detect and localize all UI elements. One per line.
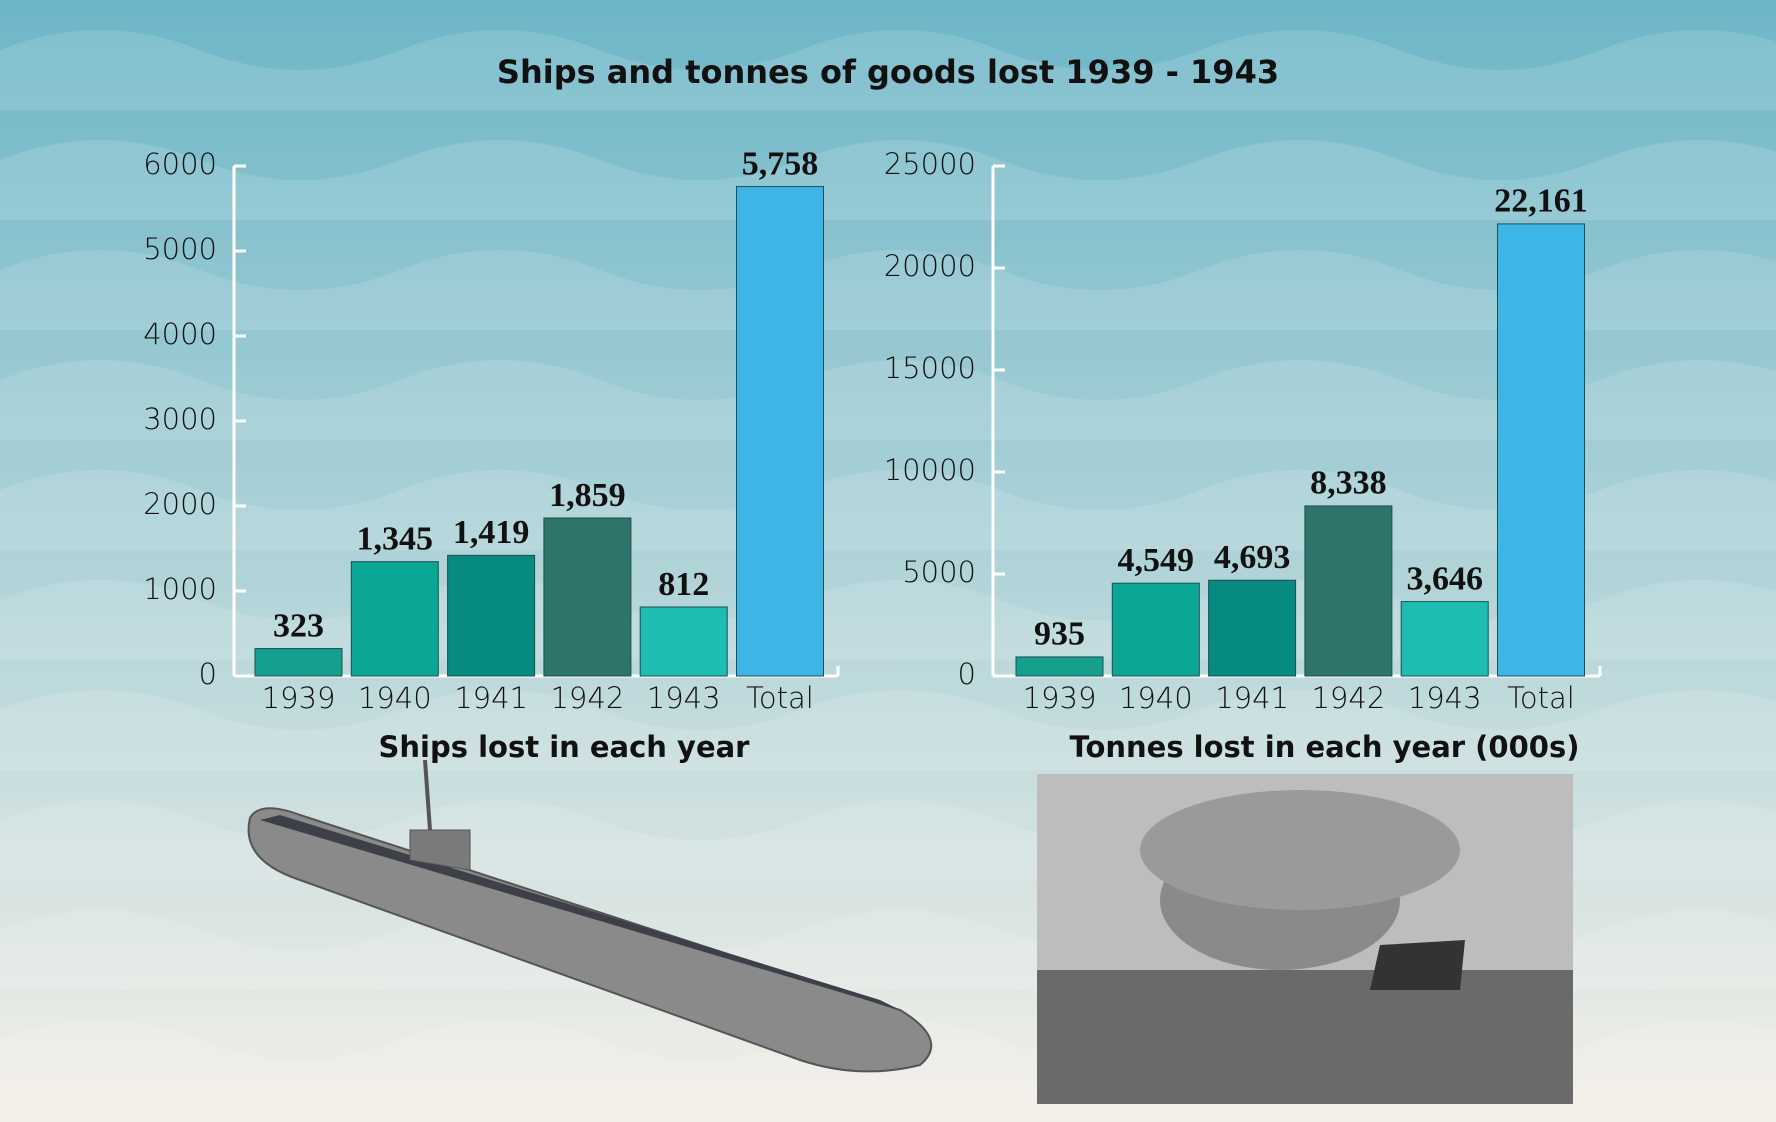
bar bbox=[1208, 579, 1297, 677]
y-tick-label: 10000 bbox=[884, 453, 976, 487]
x-tick-label: 1942 bbox=[550, 681, 624, 715]
bar bbox=[1015, 656, 1104, 677]
value-label: 1,345 bbox=[357, 520, 434, 557]
value-label: 4,549 bbox=[1118, 542, 1195, 579]
y-tick-label: 25000 bbox=[884, 147, 976, 181]
bar bbox=[1497, 223, 1585, 677]
bar bbox=[350, 561, 439, 677]
x-tick-label: 1941 bbox=[1215, 681, 1289, 715]
y-tick-label: 0 bbox=[199, 657, 217, 691]
bar bbox=[447, 554, 536, 677]
value-label: 22,161 bbox=[1494, 183, 1588, 220]
value-label: 1,419 bbox=[453, 514, 530, 551]
y-tick-label: 20000 bbox=[884, 249, 976, 283]
x-tick-label: Total bbox=[1507, 681, 1575, 715]
bar bbox=[736, 186, 824, 677]
y-tick-label: 5000 bbox=[143, 232, 217, 266]
y-tick-label: 2000 bbox=[143, 487, 217, 521]
x-axis-title: Ships lost in each year bbox=[379, 730, 751, 764]
x-tick-label: Total bbox=[746, 681, 814, 715]
value-label: 1,859 bbox=[549, 477, 626, 514]
value-label: 935 bbox=[1034, 616, 1085, 653]
submarine-illustration bbox=[247, 759, 933, 1073]
value-label: 5,758 bbox=[742, 145, 819, 182]
value-label: 3,646 bbox=[1406, 560, 1483, 597]
x-tick-label: 1941 bbox=[454, 681, 528, 715]
bar bbox=[1400, 601, 1489, 677]
x-tick-label: 1942 bbox=[1311, 681, 1385, 715]
x-tick-label: 1943 bbox=[647, 681, 721, 715]
value-label: 812 bbox=[658, 566, 709, 603]
y-tick-label: 0 bbox=[958, 657, 976, 691]
y-tick-label: 15000 bbox=[884, 351, 976, 385]
x-tick-label: 1940 bbox=[1119, 681, 1193, 715]
bar bbox=[254, 648, 343, 677]
y-tick-label: 1000 bbox=[143, 572, 217, 606]
y-tick-label: 3000 bbox=[143, 402, 217, 436]
bar bbox=[1111, 582, 1200, 677]
bar bbox=[1304, 505, 1393, 677]
value-label: 4,693 bbox=[1214, 539, 1291, 576]
y-tick-label: 4000 bbox=[143, 317, 217, 351]
y-tick-label: 5000 bbox=[902, 555, 976, 589]
x-axis-title: Tonnes lost in each year (000s) bbox=[1070, 730, 1580, 764]
bar bbox=[639, 606, 728, 677]
x-tick-label: 1940 bbox=[358, 681, 432, 715]
y-tick-label: 6000 bbox=[143, 147, 217, 181]
x-tick-label: 1943 bbox=[1408, 681, 1482, 715]
x-tick-label: 1939 bbox=[262, 681, 336, 715]
page-title: Ships and tonnes of goods lost 1939 - 19… bbox=[497, 53, 1279, 91]
x-tick-label: 1939 bbox=[1023, 681, 1097, 715]
value-label: 323 bbox=[273, 607, 324, 644]
photo-sinking-ship bbox=[1037, 774, 1573, 1104]
bar bbox=[543, 517, 632, 677]
value-label: 8,338 bbox=[1310, 465, 1387, 502]
